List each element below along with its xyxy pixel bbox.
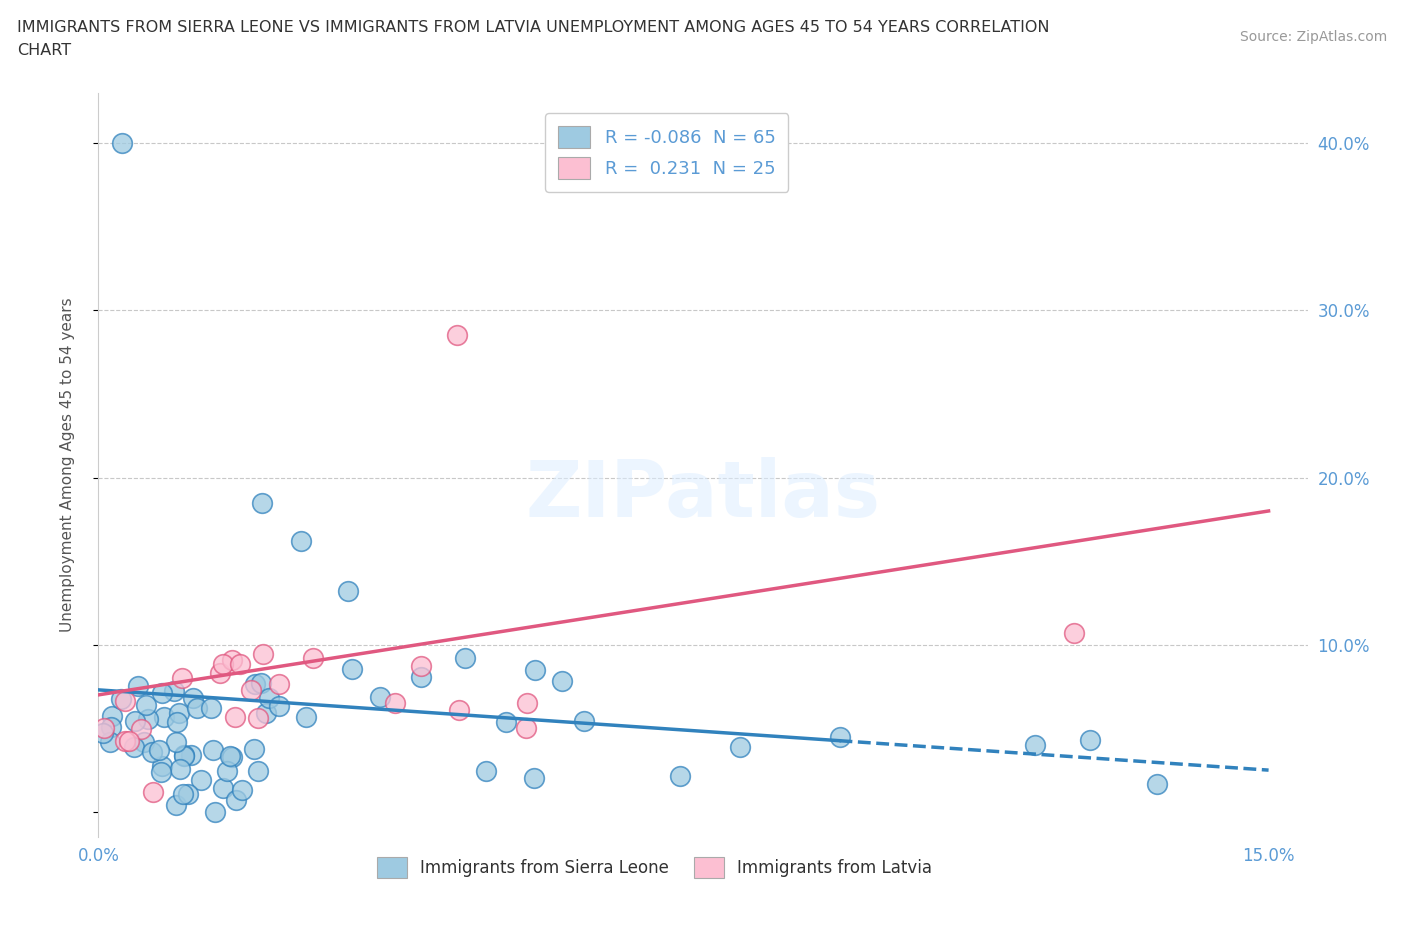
Point [165, 797, 187, 812]
Point [180, 748, 202, 763]
Point [129, 721, 152, 736]
Point [150, 759, 173, 774]
Y-axis label: Unemployment Among Ages 45 to 54 years: Unemployment Among Ages 45 to 54 years [60, 298, 75, 632]
Point [243, 677, 266, 692]
Point [474, 764, 496, 778]
Point [524, 662, 547, 677]
Point [135, 698, 157, 712]
Point [730, 739, 752, 754]
Point [221, 750, 243, 764]
Point [186, 701, 208, 716]
Point [152, 710, 174, 724]
Point [669, 769, 692, 784]
Point [211, 657, 233, 671]
Point [170, 671, 193, 685]
Point [495, 715, 517, 730]
Point [98, 735, 121, 750]
Point [243, 741, 266, 756]
Point [828, 729, 851, 744]
Point [337, 584, 360, 599]
Point [269, 676, 291, 691]
Point [166, 714, 188, 729]
Point [454, 651, 477, 666]
Point [136, 711, 159, 726]
Point [572, 714, 595, 729]
Point [150, 764, 173, 779]
Point [384, 696, 406, 711]
Point [127, 678, 149, 693]
Point [368, 690, 391, 705]
Point [1063, 626, 1085, 641]
Point [100, 709, 122, 724]
Point [93, 721, 115, 736]
Point [202, 742, 225, 757]
Point [173, 749, 195, 764]
Text: IMMIGRANTS FROM SIERRA LEONE VS IMMIGRANTS FROM LATVIA UNEMPLOYMENT AMONG AGES 4: IMMIGRANTS FROM SIERRA LEONE VS IMMIGRAN… [17, 20, 1049, 35]
Point [446, 328, 468, 343]
Point [118, 733, 141, 748]
Point [148, 743, 170, 758]
Point [340, 661, 363, 676]
Point [173, 748, 195, 763]
Point [1024, 737, 1046, 752]
Point [124, 713, 146, 728]
Point [252, 646, 274, 661]
Point [411, 670, 433, 684]
Text: ZIPatlas: ZIPatlas [526, 457, 880, 533]
Point [141, 745, 163, 760]
Point [1078, 733, 1101, 748]
Point [122, 739, 145, 754]
Point [516, 696, 538, 711]
Point [134, 735, 156, 750]
Point [254, 705, 277, 720]
Point [257, 691, 280, 706]
Point [229, 657, 252, 671]
Point [551, 673, 574, 688]
Point [169, 761, 191, 776]
Point [200, 700, 222, 715]
Point [225, 792, 247, 807]
Point [409, 658, 432, 673]
Point [246, 711, 269, 725]
Point [111, 136, 134, 151]
Point [114, 734, 136, 749]
Point [247, 764, 270, 778]
Point [167, 705, 190, 720]
Point [181, 691, 204, 706]
Point [301, 650, 323, 665]
Point [91, 725, 114, 740]
Point [142, 784, 165, 799]
Point [1146, 777, 1168, 791]
Point [165, 735, 187, 750]
Point [150, 685, 173, 700]
Point [449, 703, 471, 718]
Text: CHART: CHART [17, 43, 70, 58]
Point [221, 653, 243, 668]
Point [224, 710, 246, 724]
Point [267, 698, 290, 713]
Point [163, 684, 186, 698]
Point [523, 770, 546, 785]
Point [190, 773, 212, 788]
Point [217, 764, 239, 778]
Point [110, 692, 132, 707]
Point [114, 693, 136, 708]
Point [209, 666, 232, 681]
Point [204, 804, 226, 819]
Point [250, 675, 273, 690]
Text: Source: ZipAtlas.com: Source: ZipAtlas.com [1240, 30, 1388, 44]
Point [177, 787, 200, 802]
Point [252, 495, 274, 510]
Point [172, 786, 194, 801]
Point [295, 709, 318, 724]
Point [211, 780, 233, 795]
Point [219, 749, 242, 764]
Legend: Immigrants from Sierra Leone, Immigrants from Latvia: Immigrants from Sierra Leone, Immigrants… [370, 851, 939, 884]
Point [290, 534, 312, 549]
Point [100, 720, 122, 735]
Point [231, 782, 253, 797]
Point [239, 683, 262, 698]
Point [515, 720, 537, 735]
